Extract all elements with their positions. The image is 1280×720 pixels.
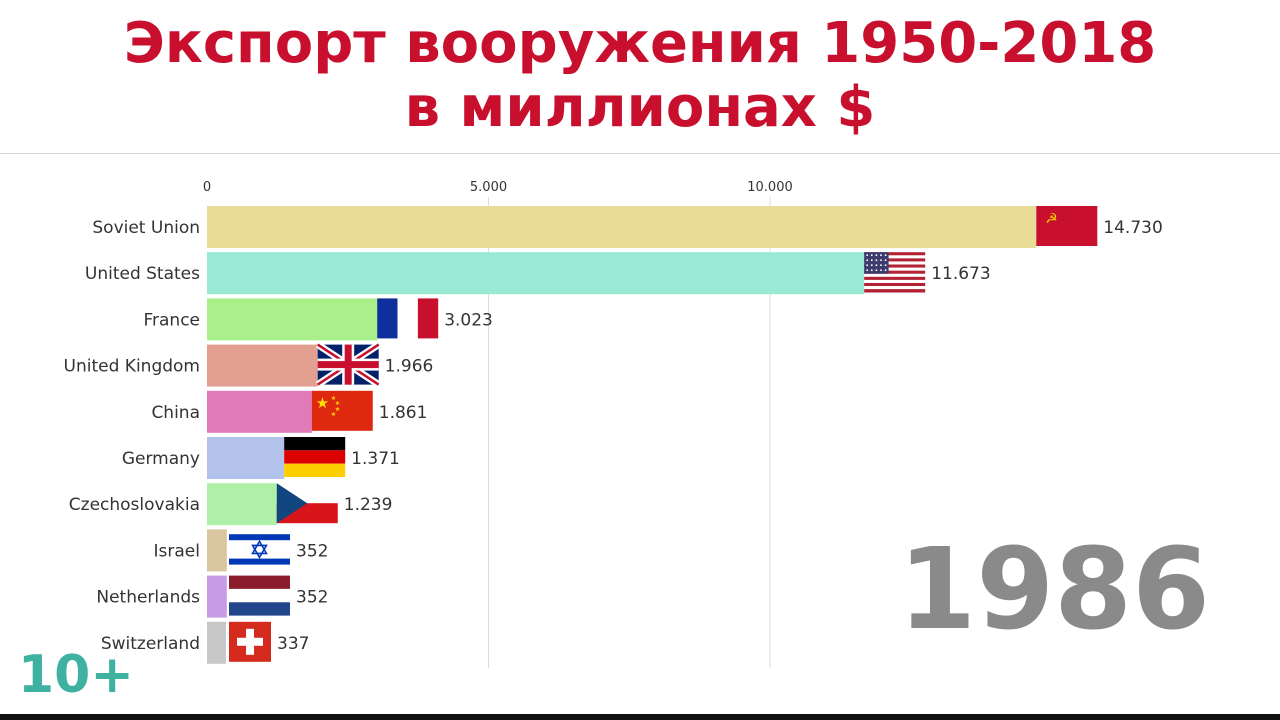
bar: [207, 483, 277, 526]
israel-flag-icon: [229, 529, 290, 570]
category-label: Soviet Union: [92, 218, 200, 238]
svg-text:★: ★: [316, 394, 329, 412]
value-label: 1.239: [344, 495, 393, 515]
bar: [207, 298, 378, 341]
bottom-border: [0, 714, 1280, 720]
netherlands-flag-icon: [229, 575, 290, 616]
category-label: United States: [85, 264, 200, 284]
value-label: 1.861: [379, 403, 428, 423]
value-label: 14.730: [1103, 218, 1162, 238]
france-flag-icon: [377, 298, 439, 339]
bar: [207, 529, 227, 572]
x-tick-label: 5.000: [470, 180, 507, 195]
bar: [207, 621, 226, 664]
germany-flag-icon: [284, 437, 346, 477]
switzerland-flag-icon: [229, 621, 271, 662]
bar: [207, 575, 227, 618]
svg-text:★: ★: [331, 395, 336, 402]
usa-flag-icon: [864, 252, 926, 293]
bar: [207, 390, 312, 433]
channel-logo: 10+: [18, 645, 134, 705]
category-label: Netherlands: [96, 588, 200, 608]
x-tick-label: 10.000: [747, 180, 793, 195]
value-label: 1.371: [351, 449, 400, 469]
category-label: France: [143, 310, 200, 330]
soviet-flag-icon: ☭: [1036, 206, 1098, 246]
czechoslovakia-flag-icon: [276, 483, 338, 524]
value-label: 1.966: [385, 357, 434, 377]
value-label: 352: [296, 588, 328, 608]
bar: [207, 206, 1037, 248]
value-label: 337: [277, 634, 309, 654]
svg-text:★: ★: [335, 400, 340, 407]
title-divider: [0, 153, 1280, 154]
category-label: Israel: [154, 541, 200, 561]
bar: [207, 437, 285, 479]
category-label: China: [151, 403, 200, 423]
value-label: 352: [296, 541, 328, 561]
year-label: 1986: [898, 525, 1210, 655]
value-label: 11.673: [931, 264, 990, 284]
x-tick-label: 0: [203, 180, 211, 195]
title-line-2: в миллионах $: [404, 75, 876, 140]
category-label: Czechoslovakia: [69, 495, 200, 515]
chart-title: Экспорт вооружения 1950-2018 в миллионах…: [0, 0, 1280, 152]
svg-text:☭: ☭: [1045, 211, 1058, 227]
value-label: 3.023: [444, 310, 493, 330]
category-label: Switzerland: [101, 634, 200, 654]
category-label: United Kingdom: [64, 357, 200, 377]
svg-text:★: ★: [335, 406, 340, 413]
bar: [207, 252, 865, 295]
china-flag-icon: ★ ★★★★: [311, 390, 373, 431]
title-line-1: Экспорт вооружения 1950-2018: [123, 11, 1157, 76]
svg-text:★: ★: [331, 411, 336, 418]
uk-flag-icon: [315, 341, 381, 388]
category-label: Germany: [122, 449, 200, 469]
bar: [207, 344, 318, 387]
